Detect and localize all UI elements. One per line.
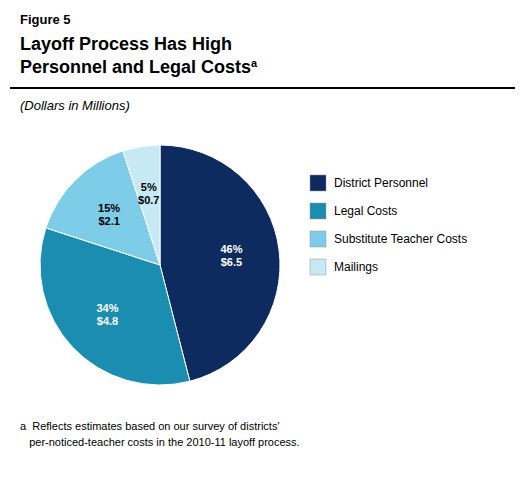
figure-label: Figure 5 — [20, 12, 71, 27]
data-label-line: $6.5 — [221, 256, 242, 268]
pie — [40, 145, 280, 385]
legend-swatch — [310, 231, 326, 247]
data-label: 15%$2.1 — [98, 202, 120, 227]
legend-swatch — [310, 203, 326, 219]
legend-item: Mailings — [310, 259, 378, 275]
separator — [10, 87, 515, 89]
data-labels: 46%$6.5 34%$4.8 15%$2.1 5%$0.7 — [96, 181, 242, 326]
title: Layoff Process Has High Personnel and Leg… — [20, 34, 258, 77]
legend-label: Substitute Teacher Costs — [334, 232, 467, 246]
data-label-line: 15% — [98, 202, 120, 214]
data-label-line: $2.1 — [98, 215, 119, 227]
chart: Figure 5 Layoff Process Has High Personnel… — [0, 0, 525, 504]
subtitle: (Dollars in Millions) — [20, 98, 130, 113]
data-label: 5%$0.7 — [138, 181, 159, 206]
title-superscript: a — [251, 57, 258, 69]
legend: District Personnel Legal Costs Substitute … — [310, 175, 467, 275]
legend-swatch — [310, 175, 326, 191]
footnote-line: per-noticed-teacher costs in the 2010-11… — [20, 436, 300, 448]
legend-swatch — [310, 259, 326, 275]
pie-slice — [40, 228, 190, 385]
pie-slice — [123, 145, 160, 265]
legend-item: Substitute Teacher Costs — [310, 231, 467, 247]
data-label-line: 5% — [141, 181, 157, 193]
data-label-line: $0.7 — [138, 194, 159, 206]
title-line: Layoff Process Has High — [20, 34, 232, 54]
legend-label: Legal Costs — [334, 204, 397, 218]
data-label-line: 34% — [96, 302, 118, 314]
legend-item: District Personnel — [310, 175, 428, 191]
legend-label: Mailings — [334, 260, 378, 274]
title-line: Personnel and Legal Costs — [20, 57, 251, 77]
data-label-line: 46% — [220, 243, 242, 255]
legend-label: District Personnel — [334, 176, 428, 190]
footnote: a Reflects estimates based on our survey… — [20, 420, 300, 448]
footnote-line: a Reflects estimates based on our survey… — [20, 420, 280, 432]
data-label: 34%$4.8 — [96, 302, 118, 327]
data-label: 46%$6.5 — [220, 243, 242, 268]
data-label-line: $4.8 — [97, 315, 118, 327]
legend-item: Legal Costs — [310, 203, 397, 219]
